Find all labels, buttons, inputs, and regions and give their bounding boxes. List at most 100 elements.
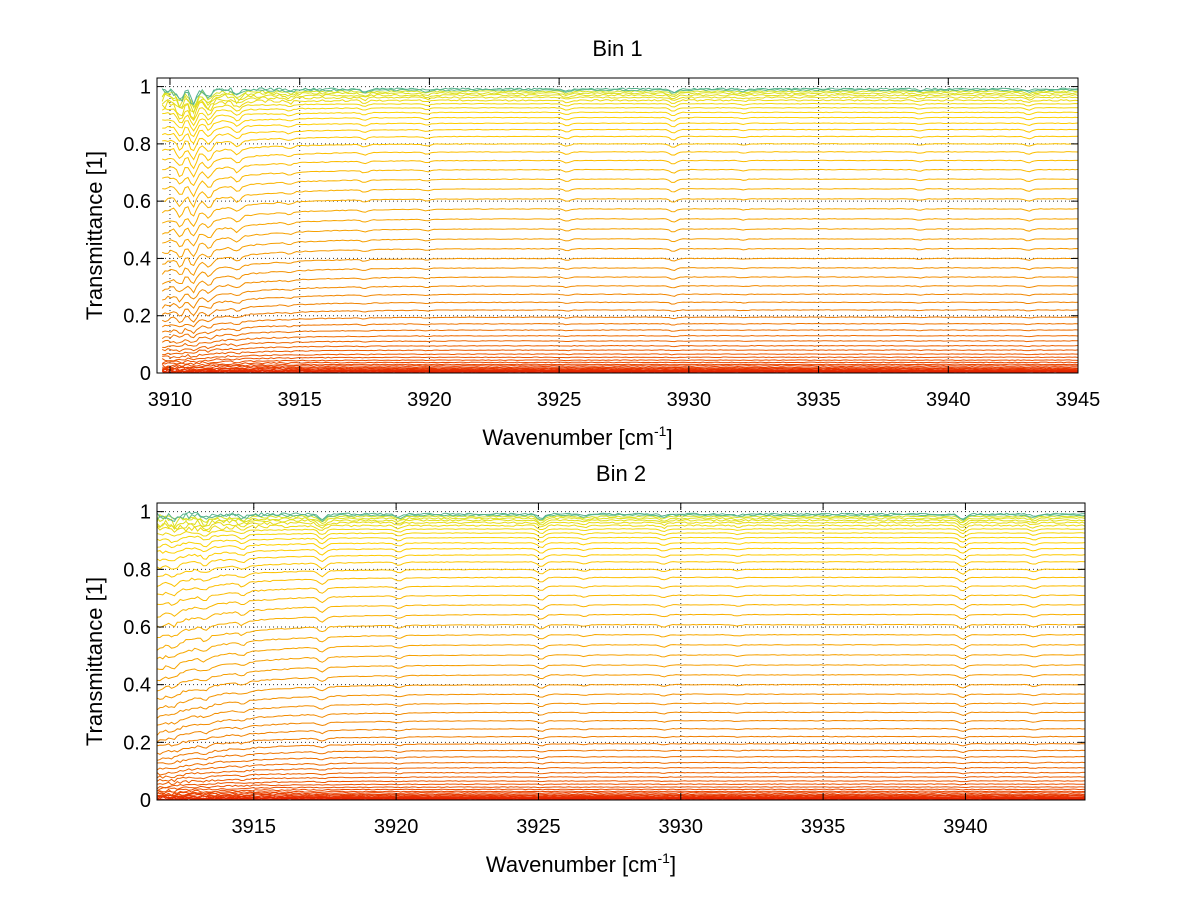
series-line bbox=[156, 797, 1086, 801]
series-line bbox=[161, 353, 1079, 362]
series-line bbox=[156, 711, 1086, 736]
series-line bbox=[161, 93, 1079, 115]
x-tick-label: 3930 bbox=[659, 816, 704, 838]
series-line bbox=[156, 623, 1086, 651]
x-tick-label: 3925 bbox=[516, 816, 561, 838]
series-line bbox=[156, 783, 1086, 792]
series-line bbox=[162, 363, 1079, 369]
series-line bbox=[161, 188, 1079, 219]
y-tick-label: 0.4 bbox=[123, 248, 151, 270]
series-line bbox=[161, 301, 1079, 324]
x-tick-label: 3940 bbox=[943, 816, 988, 838]
y-tick-label: 1 bbox=[140, 502, 151, 524]
series-group bbox=[156, 511, 1086, 801]
series-line bbox=[156, 518, 1086, 530]
x-tick-label: 3930 bbox=[667, 389, 712, 411]
series-line bbox=[156, 795, 1086, 799]
series-line bbox=[162, 334, 1079, 348]
y-tick-label: 0.6 bbox=[123, 617, 151, 639]
series-line bbox=[156, 528, 1086, 537]
series-line bbox=[161, 366, 1079, 371]
x-axis-label: Wavenumber [cm-1] bbox=[486, 850, 676, 877]
series-line bbox=[156, 644, 1086, 670]
series-line bbox=[156, 755, 1086, 771]
series-line bbox=[162, 178, 1078, 208]
series-line bbox=[162, 345, 1079, 356]
series-line bbox=[156, 542, 1086, 554]
x-axis-label-end: ] bbox=[666, 425, 672, 450]
series-line bbox=[156, 796, 1086, 801]
series-line bbox=[156, 603, 1086, 629]
series-line bbox=[162, 159, 1079, 187]
series-line bbox=[156, 511, 1086, 521]
series-line bbox=[156, 521, 1086, 531]
series-line bbox=[161, 340, 1079, 353]
ticks: 3910 3915 3920 3925 3930 3935 3940 3945 0 0.2 0.4 0… bbox=[123, 77, 1100, 411]
series-line bbox=[156, 766, 1086, 779]
x-axis-label: Wavenumber [cm-1] bbox=[482, 423, 672, 450]
series-line bbox=[161, 96, 1079, 113]
series-line bbox=[162, 198, 1079, 228]
series-line bbox=[162, 349, 1079, 359]
series-line bbox=[162, 107, 1079, 127]
series-line bbox=[161, 361, 1079, 369]
series-line bbox=[156, 788, 1086, 795]
grid bbox=[157, 78, 1079, 374]
x-tick-label: 3915 bbox=[232, 816, 277, 838]
y-tick-label: 0 bbox=[140, 363, 151, 385]
series-line bbox=[162, 367, 1079, 372]
plot-title: Bin 2 bbox=[596, 461, 646, 486]
x-axis-label-main: Wavenumber [cm bbox=[482, 425, 654, 450]
series-line bbox=[156, 561, 1086, 578]
y-tick-label: 0 bbox=[140, 790, 151, 812]
series-line bbox=[156, 761, 1086, 776]
series-line bbox=[161, 267, 1079, 294]
y-tick-label: 0.6 bbox=[123, 191, 151, 213]
series-line bbox=[162, 111, 1079, 132]
plot-title: Bin 1 bbox=[592, 36, 642, 61]
plot-bin-1: Bin 1 3910 3915 3920 3925 3930 3935 3940 3945 0 0… bbox=[82, 36, 1100, 450]
axes-box bbox=[156, 77, 1079, 374]
x-tick-label: 3945 bbox=[1056, 389, 1101, 411]
series-line bbox=[156, 771, 1086, 783]
series-line bbox=[156, 792, 1086, 798]
ticks: 3915 3920 3925 3930 3935 3940 0 0.2 0.4 0.6 0.8 1 bbox=[123, 502, 1085, 838]
series-line bbox=[156, 547, 1086, 562]
series-line bbox=[162, 359, 1079, 366]
series-line bbox=[161, 322, 1079, 340]
series-line bbox=[161, 285, 1079, 309]
series-line bbox=[156, 674, 1086, 700]
series-line bbox=[162, 168, 1079, 198]
series-line bbox=[156, 727, 1086, 747]
series-line bbox=[161, 329, 1079, 344]
series-line bbox=[156, 702, 1086, 726]
y-tick-label: 0.2 bbox=[123, 306, 151, 328]
y-tick-label: 0.8 bbox=[123, 134, 151, 156]
series-line bbox=[162, 218, 1079, 248]
series-line bbox=[162, 238, 1079, 268]
series-line bbox=[162, 143, 1079, 170]
series-line bbox=[156, 793, 1086, 797]
series-line bbox=[162, 122, 1079, 145]
series-line bbox=[156, 524, 1086, 533]
series-line bbox=[161, 293, 1079, 317]
series-line bbox=[156, 536, 1086, 549]
series-line bbox=[162, 116, 1079, 138]
series-line bbox=[156, 594, 1086, 618]
series-line bbox=[161, 102, 1079, 122]
y-tick-label: 0.8 bbox=[123, 559, 151, 581]
x-tick-label: 3910 bbox=[148, 389, 193, 411]
series-line bbox=[162, 369, 1079, 373]
series-line bbox=[156, 794, 1086, 799]
x-tick-label: 3935 bbox=[801, 816, 846, 838]
series-line bbox=[161, 89, 1079, 109]
series-line bbox=[161, 356, 1079, 364]
series-line bbox=[162, 128, 1079, 152]
series-line bbox=[162, 365, 1079, 371]
series-line bbox=[156, 742, 1086, 761]
series-line bbox=[161, 257, 1079, 285]
series-line bbox=[156, 554, 1086, 570]
y-tick-label: 0.2 bbox=[123, 732, 151, 754]
series-line bbox=[156, 776, 1086, 786]
